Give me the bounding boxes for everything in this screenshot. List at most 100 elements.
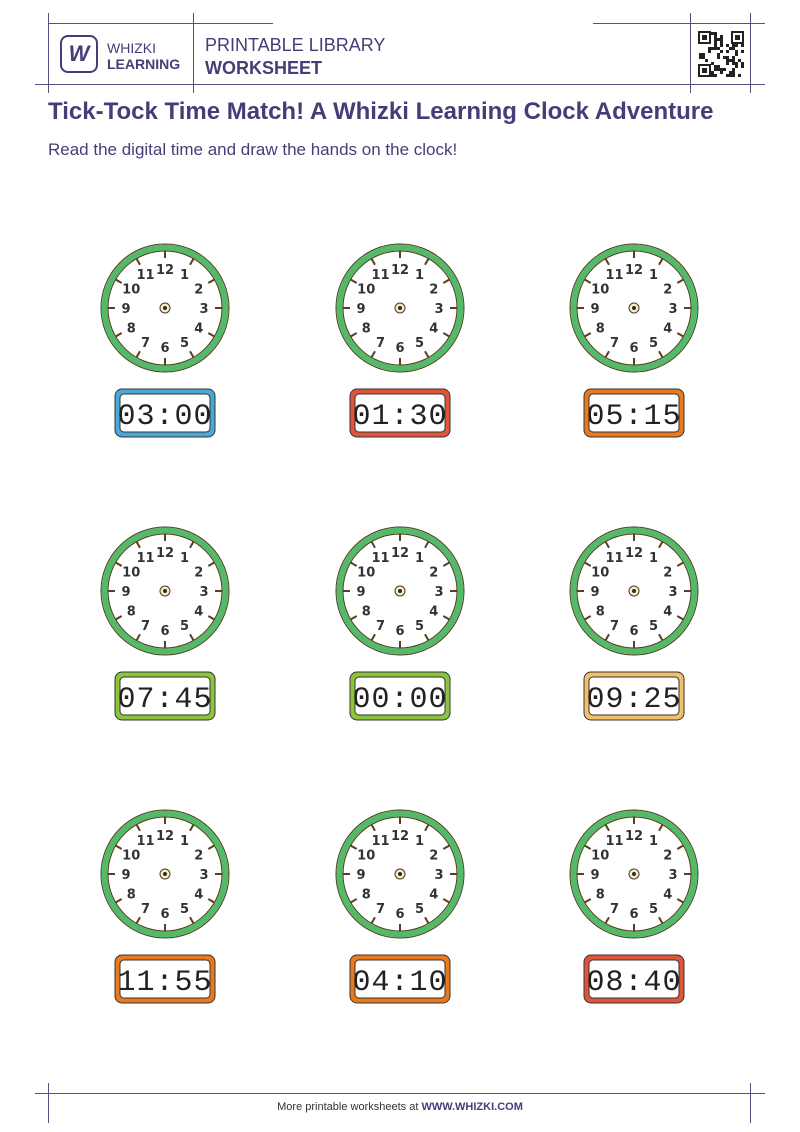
hour-tick: [658, 350, 664, 358]
hour-tick: [207, 898, 215, 904]
qr-module: [729, 59, 732, 62]
qr-module: [732, 71, 735, 74]
clock-number: 3: [199, 585, 208, 600]
clock-number: 11: [371, 551, 389, 566]
brand-top: WHIZKI: [107, 40, 156, 56]
digital-display-screen: [119, 959, 211, 999]
clock-number: 1: [415, 268, 424, 283]
hour-tick: [584, 278, 592, 284]
clock-number: 4: [429, 605, 438, 620]
qr-module: [711, 32, 714, 35]
digital-time: 11:55: [117, 966, 212, 1000]
center-pin: [632, 872, 636, 876]
clock-number: 3: [434, 302, 443, 317]
hour-tick: [442, 615, 450, 621]
hour-tick: [604, 258, 610, 266]
clock-number: 7: [610, 619, 619, 634]
clock-number: 4: [194, 888, 203, 903]
hour-tick: [189, 541, 195, 549]
clock-number: 8: [362, 888, 371, 903]
digital-time: 03:00: [117, 400, 212, 434]
clock-number: 3: [199, 868, 208, 883]
clock-number: 7: [141, 902, 150, 917]
clock-number: 10: [357, 566, 375, 581]
clock-number: 10: [591, 849, 609, 864]
clock-number: 6: [395, 341, 404, 356]
clock-number: 11: [605, 551, 623, 566]
clock-number: 12: [625, 263, 643, 278]
hour-tick: [658, 824, 664, 832]
digital-display-screen: [354, 959, 446, 999]
clock-number: 1: [649, 268, 658, 283]
hour-tick: [442, 332, 450, 338]
clock-number: 9: [121, 302, 130, 317]
qr-finder: [735, 35, 740, 40]
qr-module: [741, 50, 744, 53]
clock-number: 9: [590, 868, 599, 883]
clock-ring: [570, 244, 698, 372]
hour-tick: [115, 898, 123, 904]
digital-display-screen: [588, 676, 680, 716]
clock-number: 2: [663, 283, 672, 298]
hour-tick: [189, 258, 195, 266]
hour-tick: [676, 278, 684, 284]
hour-tick: [370, 350, 376, 358]
page-title: Tick-Tock Time Match! A Whizki Learning …: [48, 98, 714, 125]
qr-module: [714, 32, 717, 35]
clock-number: 11: [371, 268, 389, 283]
clock-number: 2: [429, 849, 438, 864]
clock-number: 12: [391, 263, 409, 278]
clock-number: 7: [610, 902, 619, 917]
qr-module: [720, 41, 723, 44]
hour-tick: [584, 898, 592, 904]
hour-tick: [207, 561, 215, 567]
digital-time: 04:10: [352, 966, 447, 1000]
clock-number: 2: [194, 566, 203, 581]
qr-module: [723, 56, 726, 59]
clock-ring: [570, 527, 698, 655]
qr-module: [702, 53, 705, 56]
digital-time: 09:25: [586, 683, 681, 717]
clock-number: 9: [356, 868, 365, 883]
hour-tick: [584, 332, 592, 338]
footer: More printable worksheets at WWW.WHIZKI.…: [0, 1101, 800, 1113]
hour-tick: [189, 916, 195, 924]
hour-tick: [442, 898, 450, 904]
clock-number: 2: [429, 566, 438, 581]
clock-number: 6: [629, 341, 638, 356]
clock-number: 5: [415, 336, 424, 351]
hour-tick: [189, 633, 195, 641]
qr-module: [714, 41, 717, 44]
hour-tick: [207, 615, 215, 621]
clock-number: 12: [156, 263, 174, 278]
frame-line: [35, 1093, 765, 1094]
clock-number: 6: [629, 624, 638, 639]
clock-number: 3: [434, 868, 443, 883]
clock-number: 7: [610, 336, 619, 351]
qr-module: [729, 47, 732, 50]
hour-tick: [584, 615, 592, 621]
qr-module: [717, 68, 720, 71]
hour-tick: [424, 824, 430, 832]
clock-number: 11: [136, 834, 154, 849]
footer-link[interactable]: WWW.WHIZKI.COM: [421, 1101, 523, 1113]
clock-number: 5: [180, 902, 189, 917]
frame-line: [193, 13, 194, 93]
qr-module: [711, 74, 714, 77]
frame-line: [750, 13, 751, 93]
qr-module: [735, 53, 738, 56]
qr-module: [738, 74, 741, 77]
hour-tick: [135, 541, 141, 549]
clock-number: 9: [356, 585, 365, 600]
hour-tick: [189, 350, 195, 358]
clock-number: 2: [429, 283, 438, 298]
hour-tick: [658, 258, 664, 266]
digital-display-screen: [119, 676, 211, 716]
hour-tick: [135, 350, 141, 358]
clock-number: 10: [357, 283, 375, 298]
hour-tick: [604, 350, 610, 358]
hour-tick: [604, 916, 610, 924]
